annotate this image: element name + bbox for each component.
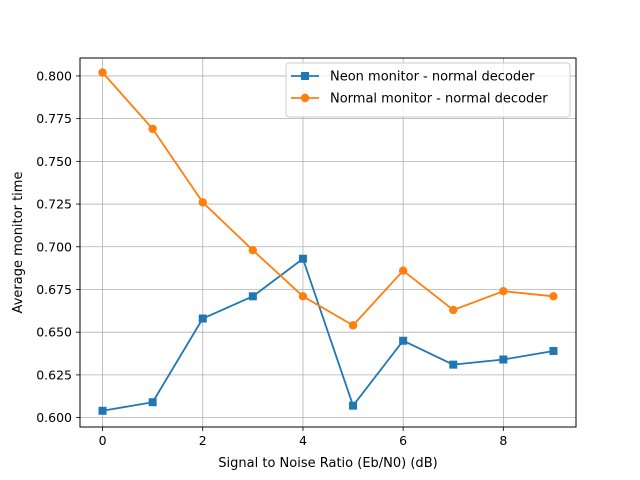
data-point: [348, 321, 358, 330]
plot-frame: [79, 57, 577, 428]
legend-marker: [300, 93, 310, 103]
data-point: [349, 401, 358, 410]
data-point: [198, 314, 207, 323]
legend-item: Normal monitor - normal decoder: [291, 92, 548, 107]
data-point: [499, 355, 508, 364]
data-point: [248, 245, 258, 255]
y-tick-label: 0.800: [36, 68, 72, 83]
data-point: [449, 305, 458, 315]
plot-series: [98, 68, 558, 415]
x-axis-label: Signal to Noise Ratio (Eb/N0) (dB): [218, 456, 437, 471]
legend: Neon monitor - normal decoder Normal moni…: [285, 62, 571, 118]
x-tick-label: 8: [499, 433, 507, 448]
y-tick-label: 0.675: [36, 282, 72, 297]
data-point: [98, 406, 107, 415]
legend-box: [285, 62, 571, 118]
data-point: [148, 398, 157, 407]
legend-label: Neon monitor - normal decoder: [330, 70, 535, 85]
y-tick-label: 0.775: [36, 111, 72, 126]
series-line: [102, 257, 554, 412]
series-line: [101, 71, 554, 327]
y-tick-label: 0.600: [36, 410, 72, 425]
x-tick-label: 2: [199, 433, 207, 448]
data-point: [298, 254, 307, 263]
x-tick-label: 0: [99, 433, 107, 448]
y-tick-label: 0.750: [36, 154, 72, 169]
legend-marker: [301, 72, 309, 80]
y-tick-label: 0.725: [36, 197, 72, 212]
y-tick-label: 0.650: [36, 325, 72, 340]
x-tick-label: 4: [299, 433, 307, 448]
data-point: [148, 124, 157, 134]
legend-item: Neon monitor - normal decoder: [291, 70, 535, 85]
x-tick-label: 6: [399, 433, 407, 448]
data-point: [549, 292, 558, 301]
data-point: [449, 360, 458, 369]
y-tick-label: 0.700: [36, 239, 72, 254]
y-tick-label: 0.625: [36, 367, 72, 382]
series-1: [98, 254, 558, 415]
data-point: [298, 292, 308, 301]
data-point: [399, 336, 408, 345]
data-point: [248, 292, 257, 301]
series-2: [98, 68, 558, 330]
data-point: [499, 286, 508, 296]
data-point: [98, 68, 107, 77]
data-point: [398, 266, 408, 275]
legend-label: Normal monitor - normal decoder: [330, 92, 548, 107]
data-point: [198, 198, 207, 207]
data-point: [549, 346, 558, 355]
axis-ticks: 0 2 4 6 8 0.600 0.625 0.650 0.675 0.700 0.725 0.750…: [36, 68, 507, 448]
y-axis-label: Average monitor time: [11, 172, 26, 314]
